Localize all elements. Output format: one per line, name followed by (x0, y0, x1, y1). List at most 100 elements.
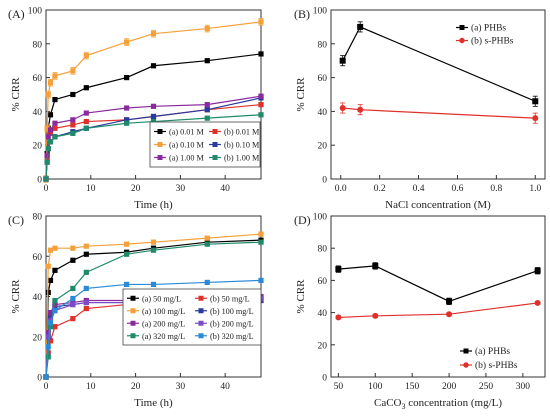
x-axis-title: Time (h) (134, 397, 173, 409)
data-point (204, 58, 210, 64)
x-tick-label: 1.0 (529, 184, 541, 194)
x-tick-label: 20 (131, 382, 141, 392)
data-point (534, 299, 541, 306)
legend-swatch-marker (198, 333, 204, 339)
legend-entry-label: (a) PHBs (471, 23, 506, 34)
legend-swatch-marker (198, 295, 204, 301)
data-point (47, 130, 54, 136)
y-tick-label: 40 (318, 108, 328, 118)
data-point (258, 51, 264, 57)
series-line (45, 239, 262, 378)
y-axis-title: % CRR (295, 77, 307, 112)
x-axis-title-part: 3 (401, 402, 405, 411)
legend-entry-label: (b) 0.01 M (224, 128, 260, 137)
data-point (83, 85, 89, 91)
data-point (70, 68, 76, 74)
legend-box (149, 121, 261, 168)
x-tick-label: 150 (405, 382, 420, 392)
y-axis-title: % CRR (10, 77, 22, 112)
data-point (258, 239, 264, 245)
data-point (70, 117, 76, 123)
y-tick-label: 0 (37, 374, 42, 384)
y-tick-label: 100 (28, 7, 43, 17)
data-point (52, 267, 58, 273)
legend-swatch-marker (212, 129, 218, 134)
data-point (150, 113, 157, 120)
x-axis-title-part: CaCO (374, 397, 402, 409)
data-point (83, 125, 89, 131)
y-tick-label: 40 (33, 293, 43, 303)
series-line (45, 241, 262, 378)
plot-frame (330, 9, 546, 180)
legend-entry-label: (a) 320 mg/L (142, 332, 185, 341)
data-point (258, 277, 264, 283)
data-point (52, 134, 58, 140)
legend-entry-label: (a) PHBs (475, 346, 510, 357)
data-point (150, 103, 157, 109)
y-tick-label: 60 (33, 74, 43, 84)
data-point (339, 57, 346, 64)
data-point (204, 115, 210, 121)
data-point (83, 299, 89, 306)
x-tick-label: 300 (516, 382, 531, 392)
legend-swatch-marker (459, 37, 465, 44)
data-point (124, 120, 130, 126)
data-point (258, 19, 264, 25)
legend-swatch-marker (463, 362, 469, 368)
legend-swatch-marker (212, 142, 218, 147)
data-point (534, 267, 541, 274)
data-point (532, 115, 539, 122)
legend-swatch-marker (130, 320, 136, 326)
panel-label: (C) (8, 213, 24, 227)
data-point (124, 75, 130, 81)
data-point (52, 324, 58, 330)
data-point (70, 245, 76, 251)
legend-swatch-marker (198, 320, 204, 326)
series-line (45, 233, 262, 378)
data-point (45, 91, 51, 98)
data-point (70, 257, 76, 263)
data-point (83, 285, 89, 292)
y-axis-title: % CRR (10, 279, 22, 314)
data-point (124, 251, 130, 257)
data-point (83, 251, 89, 257)
data-point (45, 344, 51, 350)
data-point (258, 112, 264, 118)
legend: (a) PHBs (b) s-PHBs (456, 23, 514, 47)
data-point (204, 235, 210, 241)
y-tick-label: 40 (318, 309, 328, 319)
series-line (338, 265, 538, 302)
data-point (47, 127, 54, 133)
x-tick-label: 100 (368, 382, 383, 392)
legend-entry-label: (a) 50 mg/L (142, 294, 181, 303)
legend-entry-label: (b) 0.10 M (224, 141, 260, 150)
y-tick-label: 60 (318, 277, 328, 287)
legend-swatch-marker (198, 308, 204, 314)
legend-entry-label: (b) 200 mg/L (210, 319, 254, 328)
data-point (83, 269, 89, 275)
data-point (52, 120, 58, 126)
y-tick-label: 20 (33, 333, 43, 343)
data-point (204, 241, 210, 247)
data-point (70, 295, 76, 302)
x-tick-label: 250 (479, 382, 494, 392)
data-point (47, 320, 54, 326)
legend: (a) 0.01 M (b) 0.01 M (a) 0.10 M (b) 0.10 M… (149, 121, 261, 168)
data-point (43, 374, 49, 380)
data-point (124, 241, 130, 247)
data-point (52, 307, 58, 314)
x-tick-label: 50 (334, 382, 344, 392)
data-point (47, 112, 54, 118)
legend-entry-label: (b) 320 mg/L (210, 332, 254, 341)
y-axis-title: % CRR (295, 279, 307, 314)
data-point (44, 159, 50, 165)
x-tick-label: 0 (44, 382, 49, 392)
data-point (446, 311, 453, 318)
chart-panel-a: (A) 0 10 20 30 40 0 20 40 60 80 100 Time (h) % CRR (a)… (8, 7, 264, 211)
data-point (52, 301, 58, 308)
panel-label: (D) (294, 213, 311, 227)
y-tick-label: 100 (313, 213, 328, 223)
data-point (52, 125, 58, 131)
legend-entry-label: (a) 100 mg/L (142, 307, 185, 316)
x-tick-label: 0 (44, 184, 49, 194)
